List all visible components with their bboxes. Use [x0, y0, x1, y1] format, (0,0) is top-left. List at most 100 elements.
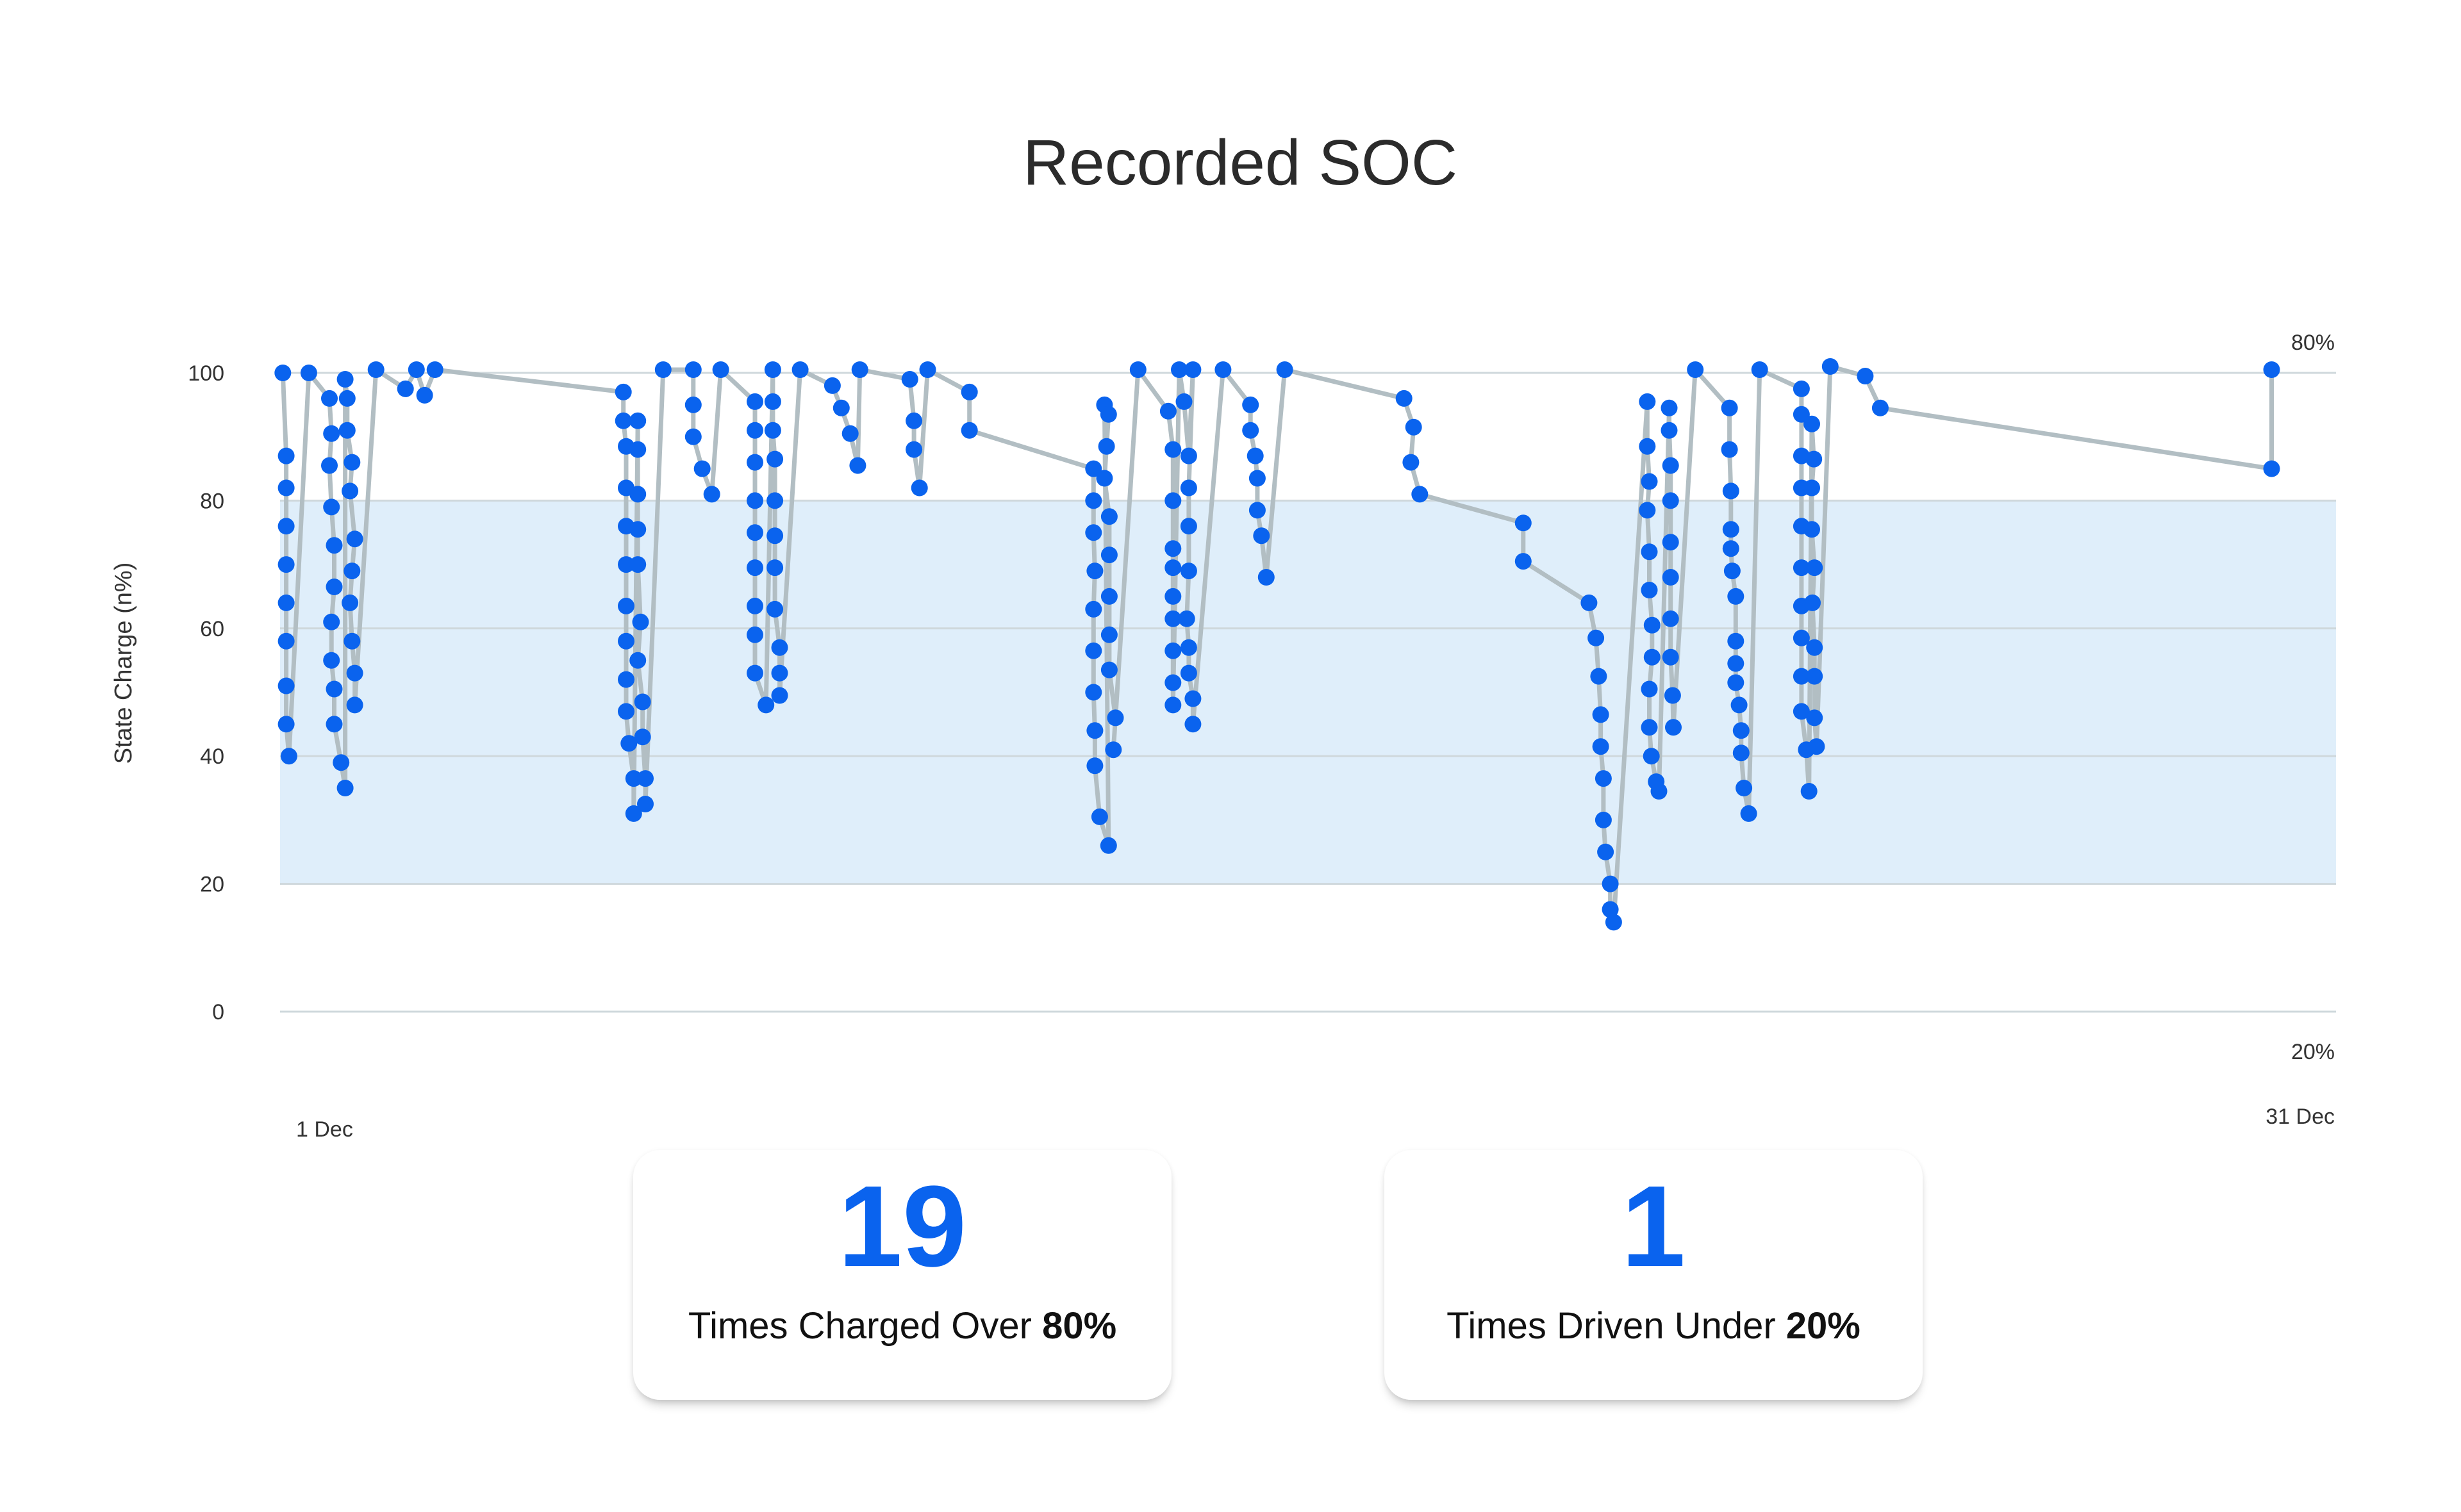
data-point [1793, 380, 1810, 397]
data-point [618, 632, 634, 650]
data-point [326, 716, 343, 733]
data-point [1178, 610, 1195, 627]
data-point [1639, 502, 1656, 519]
data-point [1793, 559, 1810, 577]
data-point [278, 447, 295, 464]
data-point [1175, 393, 1193, 410]
y-axis-label: State Charge (n%) [110, 563, 137, 764]
data-point [1171, 361, 1188, 378]
data-point [629, 556, 647, 573]
data-point [637, 770, 654, 787]
data-point [841, 425, 859, 442]
data-point [615, 412, 632, 429]
data-point [1650, 783, 1668, 800]
data-point [747, 626, 763, 643]
data-point [1085, 684, 1102, 701]
data-point [911, 479, 928, 497]
data-point [333, 754, 350, 771]
data-point [1662, 610, 1679, 627]
data-point [629, 412, 647, 429]
data-point [764, 422, 781, 439]
data-point [1595, 811, 1612, 828]
data-point [1800, 783, 1818, 800]
data-point [1806, 559, 1823, 577]
data-point [278, 594, 295, 611]
data-point [1662, 648, 1679, 666]
data-point [1721, 441, 1738, 458]
data-point [1732, 744, 1750, 762]
data-point [1164, 540, 1182, 557]
data-point [1803, 415, 1820, 432]
data-point [618, 556, 634, 573]
data-point [346, 664, 363, 682]
data-point [1641, 582, 1658, 598]
data-point [625, 770, 642, 787]
data-point [1514, 514, 1532, 532]
data-point [766, 600, 784, 618]
data-point [849, 457, 866, 474]
data-point [1085, 642, 1102, 659]
x-end-label: 31 Dec [2266, 1105, 2335, 1129]
data-point [1164, 588, 1182, 605]
grid-lines [280, 372, 2336, 1013]
data-point [747, 664, 763, 682]
data-point [1100, 837, 1117, 854]
data-point [1085, 492, 1102, 509]
data-point [323, 652, 340, 669]
y-tick-label: 20 [200, 873, 224, 897]
data-point [1639, 438, 1656, 455]
data-point [1086, 757, 1104, 775]
data-point [1085, 600, 1102, 618]
stat-caption-text: Times Charged Over [688, 1305, 1043, 1347]
stat-caption: Times Driven Under 20% [1384, 1304, 1923, 1349]
data-point [1411, 486, 1429, 503]
data-point [1276, 361, 1293, 378]
data-point [274, 365, 292, 381]
data-point [1180, 479, 1197, 497]
chart-title: Recorded SOC [1023, 127, 1457, 199]
data-point [764, 361, 781, 378]
y-ticks: 0 20 40 60 80 100 [188, 361, 224, 1024]
data-point [1405, 418, 1422, 436]
data-point [1180, 518, 1197, 535]
data-point [771, 687, 788, 704]
data-point [1639, 393, 1656, 410]
data-point [1091, 808, 1108, 825]
data-point [1253, 527, 1270, 545]
data-point [1164, 610, 1182, 627]
data-point [747, 524, 763, 541]
data-point [1722, 521, 1739, 538]
data-point [1214, 361, 1232, 378]
data-point [747, 597, 763, 614]
data-point [1736, 780, 1753, 796]
data-point [1184, 716, 1202, 733]
data-point [634, 693, 651, 711]
data-point [1641, 680, 1658, 698]
data-point [323, 425, 340, 442]
data-point [1664, 687, 1681, 704]
target-band [280, 500, 2336, 884]
data-point [1242, 422, 1259, 439]
data-point [758, 696, 775, 714]
stat-caption-threshold: 80% [1042, 1305, 1117, 1347]
stat-card-charged-over: 19 Times Charged Over 80% [633, 1150, 1172, 1400]
data-point [693, 460, 711, 477]
data-point [278, 677, 295, 694]
data-point [632, 613, 649, 630]
data-point [1722, 482, 1739, 500]
data-point [1597, 843, 1614, 860]
data-point [321, 457, 338, 474]
data-point [1641, 719, 1658, 736]
data-point [1086, 722, 1104, 739]
data-point [2263, 460, 2280, 477]
data-point [1805, 450, 1823, 468]
data-point [1100, 508, 1118, 525]
data-point [629, 521, 647, 538]
data-point [1100, 661, 1118, 678]
data-point [919, 361, 936, 378]
data-point [1098, 438, 1115, 455]
data-point [1722, 540, 1739, 557]
data-point [1164, 441, 1182, 458]
data-point [618, 671, 634, 688]
data-point [278, 518, 295, 535]
